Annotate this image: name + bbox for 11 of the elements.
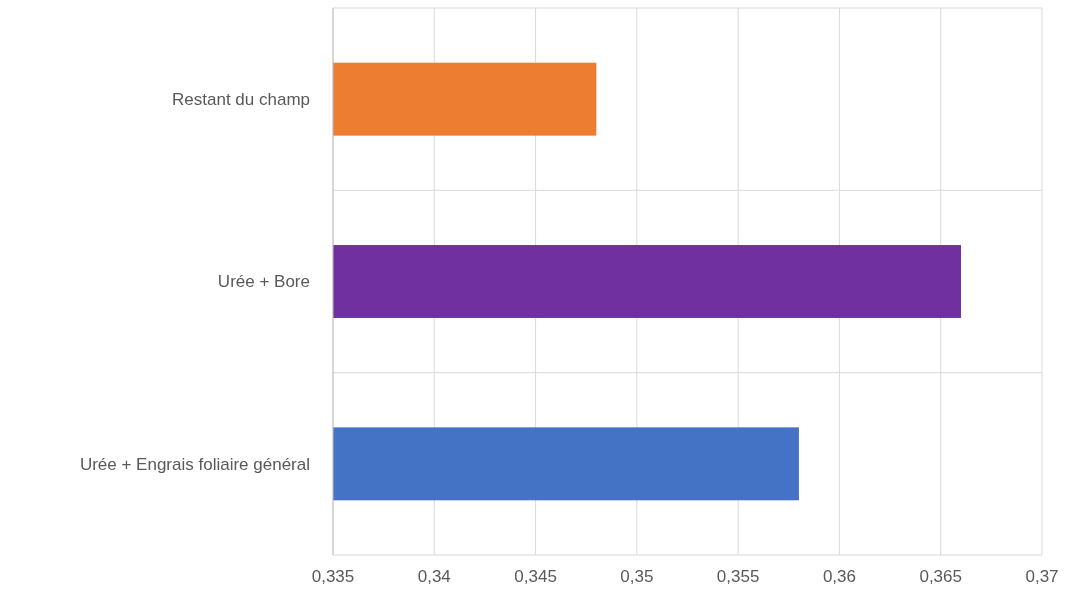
x-tick-label: 0,35 — [620, 567, 654, 586]
y-tick-label: Restant du champ — [172, 90, 310, 110]
x-tick-label: 0,36 — [822, 567, 856, 586]
x-tick-label: 0,335 — [311, 567, 355, 586]
x-tick-label: 0,345 — [514, 567, 557, 586]
x-tick-label: 0,365 — [919, 567, 962, 586]
y-tick-label: Urée + Engrais foliaire général — [79, 454, 310, 474]
x-tick-label: 0,37 — [1025, 567, 1059, 586]
x-tick-label: 0,355 — [716, 567, 760, 586]
x-tick-label: 0,34 — [417, 567, 451, 586]
y-tick-label: Urée + Bore — [217, 272, 310, 292]
